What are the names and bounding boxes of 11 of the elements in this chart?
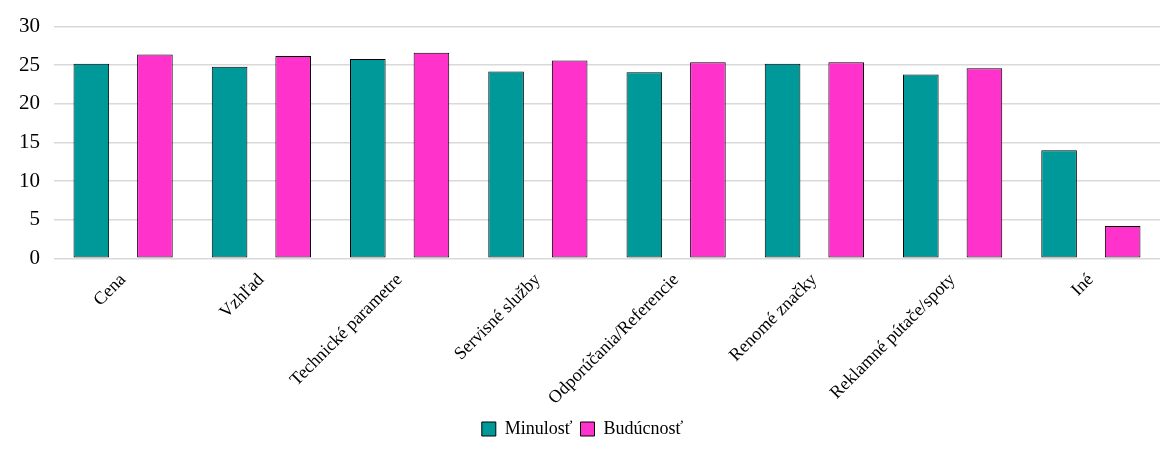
y-tick-label: 10	[19, 167, 40, 192]
y-tick-label: 15	[19, 128, 40, 153]
legend-label: Budúcnosť	[603, 417, 684, 438]
y-tick-label: 0	[29, 244, 40, 269]
y-tick-label: 20	[19, 90, 40, 115]
y-tick-label: 30	[19, 13, 40, 38]
legend-label: Minulosť	[504, 417, 573, 438]
y-tick-label: 25	[19, 51, 40, 76]
x-tick-label: Cena	[89, 269, 130, 310]
x-tick-label: Iné	[1066, 269, 1098, 300]
y-tick-label: 5	[29, 206, 40, 231]
